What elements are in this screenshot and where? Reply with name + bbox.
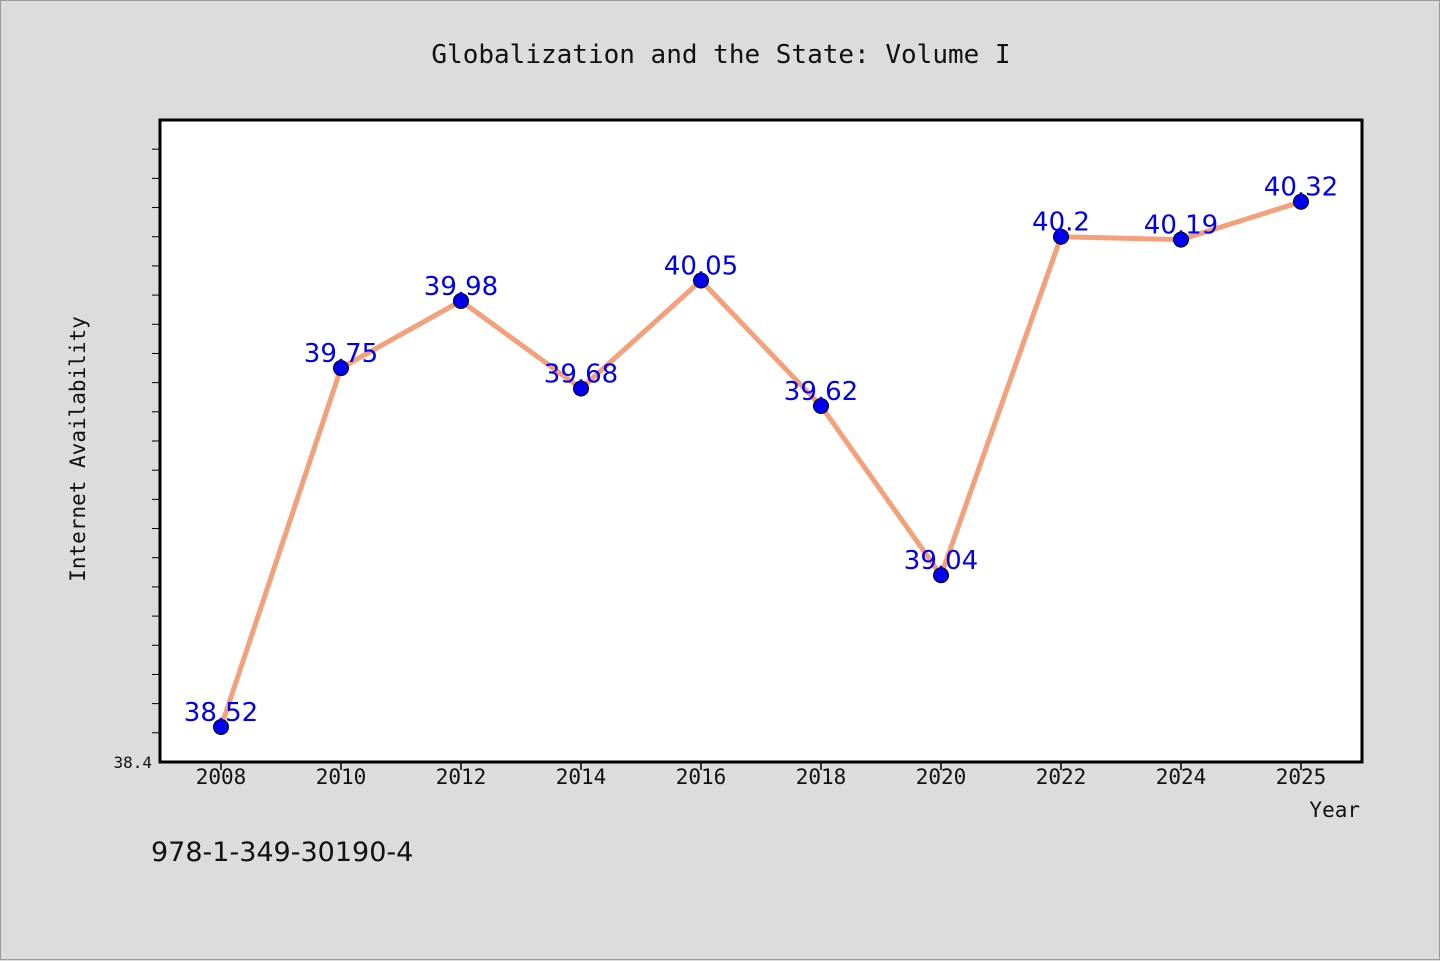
x-tick-label: 2012	[436, 765, 487, 789]
data-point	[1293, 193, 1309, 210]
x-tick-label: 2008	[196, 765, 247, 789]
x-tick-label: 2014	[556, 765, 607, 789]
y-tick-label: 38.4	[113, 753, 152, 772]
data-point	[213, 718, 229, 735]
data-label: 38.52	[184, 698, 258, 728]
data-label: 40.32	[1264, 173, 1338, 203]
series-layer: 38.52 39.75 39.98 39.68 40.05 39.62 39.04 40.2 4…	[184, 173, 1338, 735]
data-point	[693, 272, 709, 289]
x-tick-label: 2010	[316, 765, 367, 789]
chart-title: Globalization and the State: Volume I	[431, 40, 1010, 70]
y-axis-label: Internet Availability	[66, 316, 90, 582]
x-tick-label: 2018	[796, 765, 847, 789]
data-label: 39.75	[304, 339, 378, 369]
x-tick-label: 2020	[916, 765, 967, 789]
data-label: 40.05	[664, 252, 738, 282]
data-label: 40.19	[1144, 211, 1218, 241]
data-label: 40.2	[1032, 208, 1090, 238]
data-point	[813, 397, 829, 414]
data-point	[933, 567, 949, 584]
data-point	[1173, 231, 1189, 248]
x-tick-label: 2022	[1036, 765, 1087, 789]
x-tick-label: 2025	[1276, 765, 1327, 789]
x-axis-label: Year	[1309, 798, 1360, 822]
series-line	[218, 199, 1304, 730]
data-label: 39.68	[544, 359, 618, 389]
x-axis-ticks: 2008 2010 2012 2014 2016 2018 2020 2022 2024 2025	[196, 762, 1327, 789]
x-tick-label: 2024	[1156, 765, 1207, 789]
data-point	[1053, 228, 1069, 245]
y-axis-ticks: 38.4	[113, 148, 160, 772]
data-point	[573, 380, 589, 397]
data-point	[333, 360, 349, 377]
isbn-label: 978-1-349-30190-4	[151, 837, 414, 868]
data-label: 39.98	[424, 272, 498, 302]
x-tick-label: 2016	[676, 765, 727, 789]
data-point	[453, 292, 469, 309]
data-label: 39.04	[904, 546, 978, 576]
plot-area	[158, 118, 1364, 764]
data-label: 39.62	[784, 377, 858, 407]
